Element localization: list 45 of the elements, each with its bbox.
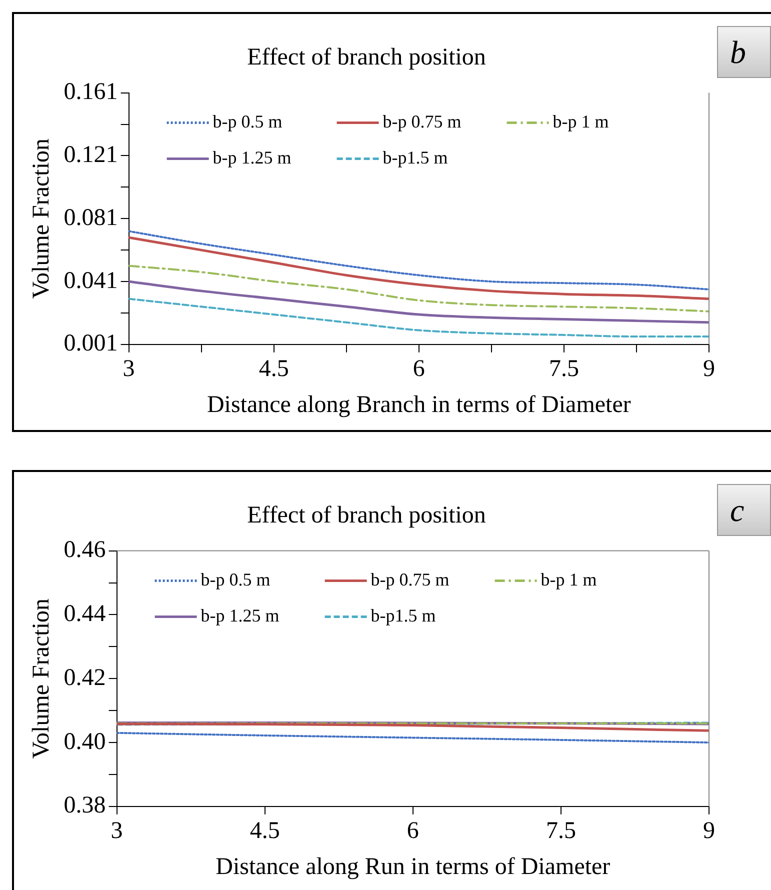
line-series — [116, 732, 709, 744]
legend-label: b-p 1 m — [540, 570, 597, 590]
x-axis-title: Distance along Run in terms of Diameter — [216, 854, 610, 880]
text: c — [717, 484, 771, 536]
y-axis-title: Volume Fraction — [28, 138, 55, 299]
y-axis-title: Volume Fraction — [28, 598, 55, 759]
x-tick-label: 4.5 — [250, 818, 280, 844]
y-tick-label: 0.42 — [64, 664, 106, 691]
y-tick-label: 0.38 — [64, 792, 106, 819]
x-tick-label: 6 — [406, 818, 419, 844]
legend-label: b-p 0.5 m — [200, 570, 270, 590]
y-tick-label: 0.40 — [64, 728, 106, 755]
x-tick-label: 3 — [110, 818, 123, 844]
x-axis-title: Distance along Branch in terms of Diameter — [206, 392, 631, 418]
legend-label: b-p 0.75 m — [382, 112, 462, 132]
y-tick-label: 0.46 — [64, 537, 106, 564]
x-tick-label: 4.5 — [258, 356, 289, 382]
y-tick-label: 0.44 — [64, 600, 106, 627]
text: b — [717, 26, 771, 78]
x-tick-label: 7.5 — [548, 356, 579, 382]
legend-label: b-p1.5 m — [370, 606, 436, 626]
y-tick-label: 0.041 — [64, 268, 118, 294]
chart-title: Effect of branch position — [247, 44, 486, 71]
x-tick-label: 7.5 — [546, 818, 576, 844]
x-tick-label: 9 — [703, 818, 715, 844]
y-tick-label: 0.121 — [64, 142, 118, 168]
legend-label: b-p 0.5 m — [212, 112, 282, 132]
legend-label: b-p 1.25 m — [212, 148, 292, 168]
legend-label: b-p 1 m — [552, 112, 609, 132]
line-series — [128, 230, 709, 290]
legend-label: b-p1.5 m — [382, 148, 448, 168]
y-tick-label: 0.161 — [64, 79, 118, 106]
chart-title: Effect of branch position — [247, 502, 486, 529]
y-tick-label: 0.081 — [64, 204, 118, 231]
x-tick-label: 3 — [122, 356, 135, 382]
line-series — [128, 298, 709, 338]
x-tick-label: 6 — [412, 356, 425, 382]
x-tick-label: 9 — [703, 356, 715, 382]
line-series — [116, 722, 709, 732]
line-series — [128, 236, 709, 300]
legend-label: b-p 1.25 m — [200, 606, 280, 626]
line-series — [128, 280, 709, 324]
line-series — [128, 264, 709, 312]
y-tick-label: 0.001 — [64, 330, 118, 357]
legend-label: b-p 0.75 m — [370, 570, 450, 590]
